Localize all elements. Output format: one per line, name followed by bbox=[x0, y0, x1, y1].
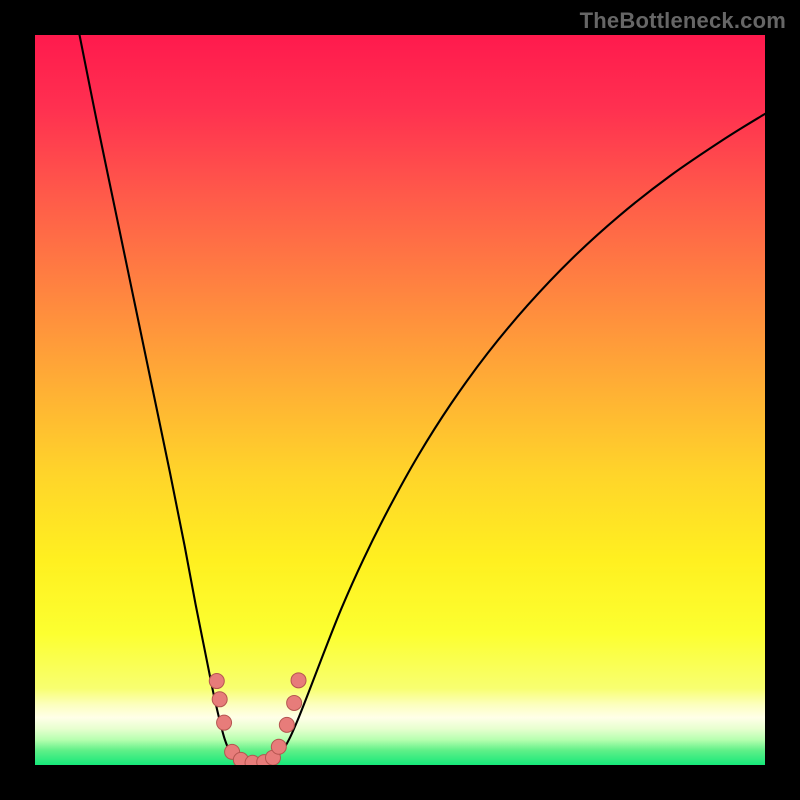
gradient-background bbox=[35, 35, 765, 765]
watermark-text: TheBottleneck.com bbox=[580, 8, 786, 34]
plot-area bbox=[35, 35, 765, 765]
curve-marker bbox=[217, 715, 232, 730]
outer-frame: TheBottleneck.com bbox=[0, 0, 800, 800]
curve-marker bbox=[209, 674, 224, 689]
curve-marker bbox=[287, 695, 302, 710]
curve-marker bbox=[271, 739, 286, 754]
curve-marker bbox=[291, 673, 306, 688]
curve-marker bbox=[212, 692, 227, 707]
chart-svg bbox=[35, 35, 765, 765]
curve-marker bbox=[279, 717, 294, 732]
